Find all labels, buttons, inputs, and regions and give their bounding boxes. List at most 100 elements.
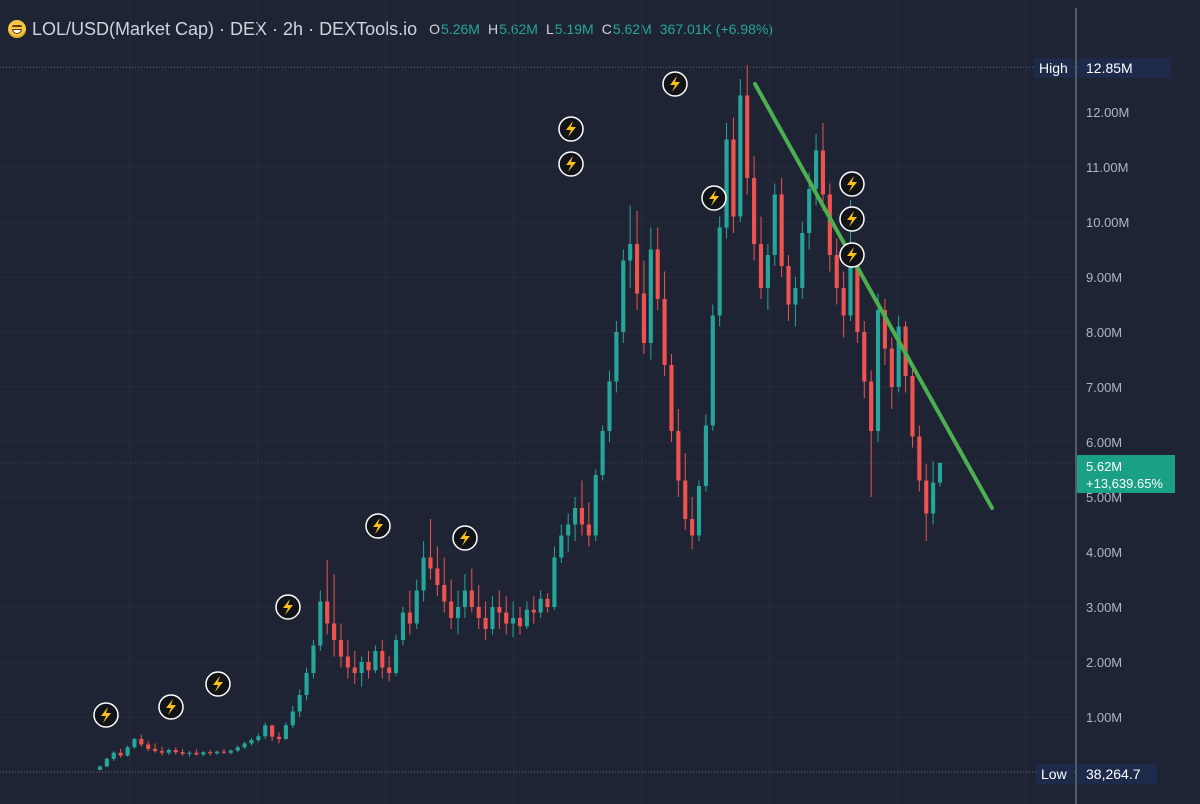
low-label-badge xyxy=(1036,764,1074,784)
candle-down xyxy=(779,194,784,266)
candle-down xyxy=(442,585,447,602)
candle-up xyxy=(462,590,467,607)
candle-up xyxy=(772,194,777,255)
candle-down xyxy=(517,618,523,627)
low-label: L xyxy=(545,21,554,37)
lightning-bolt-glyph xyxy=(566,156,576,172)
candle-down xyxy=(862,332,867,382)
candle-up xyxy=(566,524,571,536)
candle-down xyxy=(910,376,915,437)
candle-down xyxy=(146,744,151,749)
candle-down xyxy=(731,139,736,217)
lightning-bolt-glyph xyxy=(373,518,383,534)
candle-down xyxy=(497,607,502,613)
candle-down xyxy=(545,598,550,607)
candle-up xyxy=(111,752,116,759)
price-axis-tick-label: 11.00M xyxy=(1086,160,1128,175)
candle-up xyxy=(490,607,495,629)
current-price-value: 5.62M xyxy=(1086,459,1122,474)
candle-down xyxy=(634,244,640,294)
candle-up xyxy=(311,645,316,673)
lightning-bolt-glyph xyxy=(847,176,857,192)
candle-up xyxy=(421,557,426,591)
candle-up xyxy=(593,475,598,536)
candle-down xyxy=(352,667,357,673)
candle-up xyxy=(724,139,729,228)
candle-down xyxy=(827,194,832,255)
price-axis-tick-label: 2.00M xyxy=(1086,655,1122,670)
price-axis-tick-label: 5.00M xyxy=(1086,490,1122,505)
candle-up xyxy=(373,651,378,671)
lightning-bolt-glyph xyxy=(847,247,857,263)
candle-down xyxy=(586,524,591,536)
candle-up xyxy=(814,150,819,189)
candle-up xyxy=(931,482,936,514)
price-axis-tick-label: 9.00M xyxy=(1086,270,1122,285)
candle-down xyxy=(655,249,660,299)
candle-up xyxy=(937,462,943,483)
candle-up xyxy=(875,310,881,431)
price-axis-tick-label: 10.00M xyxy=(1086,215,1129,230)
candle-up xyxy=(621,260,626,332)
candle-up xyxy=(703,425,708,486)
candle-up xyxy=(242,743,247,748)
candle-up xyxy=(318,601,323,646)
candle-up xyxy=(559,535,564,558)
candle-up xyxy=(283,725,288,739)
candle-up xyxy=(228,750,233,753)
price-axis-tick-label: 7.00M xyxy=(1086,380,1122,395)
candle-down xyxy=(476,607,481,618)
candle-down xyxy=(662,299,667,365)
high-label-badge xyxy=(1034,58,1074,78)
candle-down xyxy=(786,266,791,305)
low-value-badge xyxy=(1077,764,1157,784)
candle-up xyxy=(848,260,853,316)
candle-up xyxy=(201,752,206,755)
candle-up xyxy=(807,189,812,233)
candle-up xyxy=(800,233,805,288)
candle-up xyxy=(400,612,406,640)
candle-up xyxy=(297,695,302,712)
price-axis-tick-label: 12.00M xyxy=(1086,105,1129,120)
candle-up xyxy=(600,431,605,475)
low-label: Low xyxy=(1041,766,1068,782)
close-label: C xyxy=(601,21,612,37)
price-axis-tick-label: 8.00M xyxy=(1086,325,1122,340)
candle-up xyxy=(511,618,516,624)
price-axis-tick-label: 1.00M xyxy=(1086,710,1122,725)
chart-title: LOL/USD(Market Cap) · DEX · 2h · DEXTool… xyxy=(32,18,418,39)
open-label: O xyxy=(429,21,441,37)
candle-up xyxy=(628,244,633,261)
candle-down xyxy=(579,508,585,525)
candle-up xyxy=(235,747,240,751)
price-axis[interactable] xyxy=(1076,0,1200,804)
candle-up xyxy=(290,711,295,726)
candle-up xyxy=(524,609,529,627)
candle-up xyxy=(187,752,192,754)
candle-down xyxy=(407,612,412,624)
candle-up xyxy=(97,766,103,770)
price-axis-tick-label: 4.00M xyxy=(1086,545,1122,560)
candle-down xyxy=(889,348,894,387)
candle-down xyxy=(194,752,199,755)
lightning-bolt-glyph xyxy=(283,599,293,615)
candle-up xyxy=(717,227,722,316)
candle-up xyxy=(125,747,130,756)
candle-down xyxy=(531,609,536,613)
price-axis-tick-label: 6.00M xyxy=(1086,435,1122,450)
change-value: 367.01K (+6.98%) xyxy=(659,21,773,37)
candle-up xyxy=(304,673,309,695)
candle-up xyxy=(132,739,137,748)
trendline[interactable] xyxy=(753,82,994,510)
candle-down xyxy=(366,662,371,671)
candle-up xyxy=(256,736,261,741)
candle-down xyxy=(325,601,330,624)
candle-up xyxy=(765,255,770,288)
candle-up xyxy=(793,288,798,305)
lightning-bolt-glyph xyxy=(847,211,857,227)
candle-down xyxy=(641,293,646,343)
candle-up xyxy=(249,740,254,744)
high-value-badge xyxy=(1077,58,1171,78)
